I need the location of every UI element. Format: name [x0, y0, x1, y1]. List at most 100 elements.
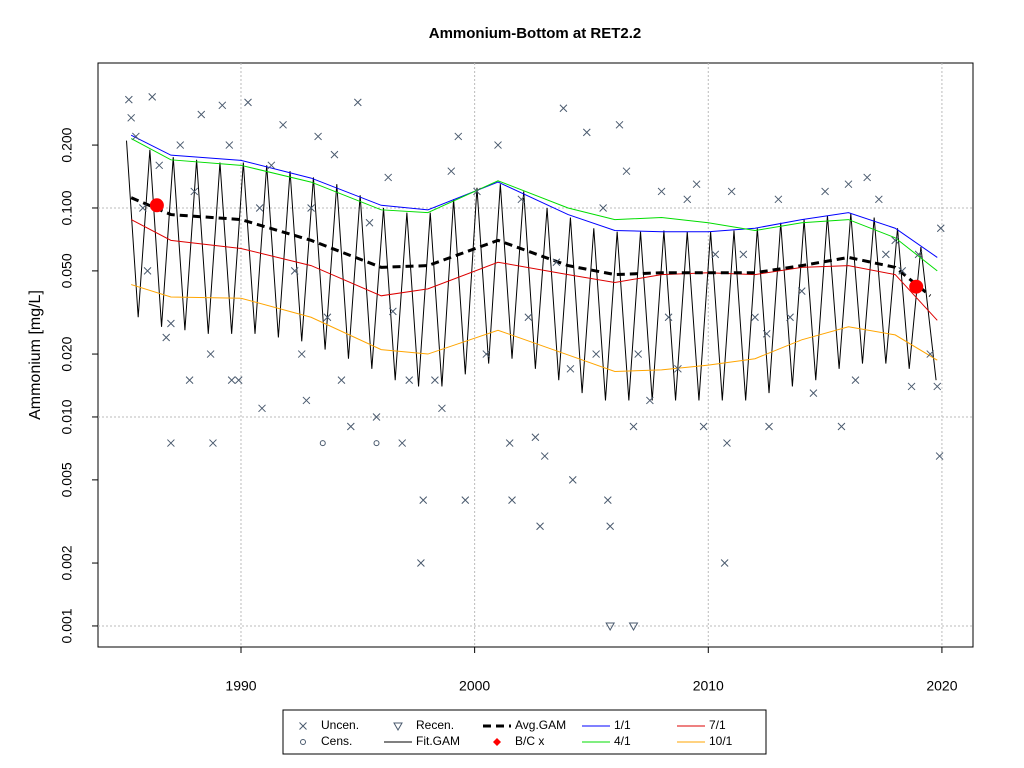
point: [190, 187, 199, 196]
point: [405, 376, 414, 385]
point: [568, 476, 577, 484]
legend: Uncen. Cens. Recen. Fit.GAM Avg.GAM B/C x 1/1 4…: [299, 718, 733, 748]
point: [279, 120, 287, 129]
point: [711, 250, 720, 259]
point: [389, 307, 397, 316]
point: [683, 195, 692, 204]
y-axis-label: Ammonium [mg/L]: [27, 290, 44, 420]
point: [209, 439, 217, 447]
point: [531, 433, 540, 442]
legend-label: Uncen.: [321, 718, 359, 732]
point: [131, 132, 140, 141]
point: [197, 110, 206, 119]
y-tick-label: 0.001: [59, 608, 75, 643]
point: [891, 236, 900, 245]
point: [398, 439, 407, 447]
legend-label: 1/1: [614, 718, 631, 732]
point: [874, 195, 883, 204]
point: [692, 180, 701, 189]
point: [599, 204, 607, 212]
point: [330, 150, 339, 159]
point: [851, 376, 860, 385]
point: [447, 167, 456, 176]
point: [914, 250, 923, 259]
point: [720, 559, 729, 567]
point: [540, 452, 549, 460]
legend-label: 4/1: [614, 734, 631, 748]
point: [821, 187, 829, 196]
point: [615, 120, 624, 129]
point: [225, 141, 234, 149]
point: [723, 439, 731, 447]
point: [797, 287, 806, 295]
y-tick-label: 0.005: [59, 462, 75, 497]
point: [314, 132, 322, 141]
point: [646, 396, 654, 405]
point: [384, 173, 393, 182]
point: [149, 198, 164, 213]
point: [417, 559, 425, 567]
point: [751, 313, 759, 322]
series-line: [130, 219, 938, 321]
point: [482, 350, 491, 358]
point: [353, 98, 362, 107]
point: [255, 204, 264, 212]
point: [898, 267, 907, 275]
point: [267, 161, 276, 170]
point: [337, 376, 346, 385]
legend-swatch: [300, 739, 306, 745]
point: [765, 422, 773, 431]
legend-label: Recen.: [416, 718, 454, 732]
point: [699, 422, 708, 431]
point: [346, 422, 355, 431]
point: [494, 141, 502, 149]
point: [167, 439, 175, 447]
point: [606, 522, 615, 531]
point: [605, 622, 616, 631]
point: [622, 167, 631, 176]
point: [552, 258, 561, 267]
point: [323, 313, 332, 322]
point: [206, 350, 215, 358]
point: [143, 267, 152, 275]
point: [517, 195, 526, 204]
legend-swatch: [393, 722, 403, 732]
point: [297, 350, 306, 358]
point: [909, 279, 924, 294]
point: [634, 350, 643, 358]
point: [473, 187, 481, 196]
point: [431, 376, 439, 385]
point: [162, 333, 171, 342]
point: [907, 382, 916, 391]
y-tick-label: 0.010: [59, 399, 75, 434]
point: [127, 113, 136, 122]
point: [774, 195, 783, 204]
point: [185, 376, 194, 385]
point: [727, 187, 736, 196]
y-tick-label: 0.100: [59, 190, 75, 225]
legend-box: [282, 709, 767, 755]
x-tick-label: 2010: [693, 678, 724, 694]
point: [244, 98, 252, 107]
point: [373, 440, 380, 447]
y-tick-label: 0.200: [59, 127, 75, 162]
point: [176, 141, 185, 149]
legend-label: B/C x: [515, 734, 544, 748]
point: [739, 250, 748, 259]
x-tick-label: 1990: [225, 678, 256, 694]
y-tick-label: 0.050: [59, 253, 75, 288]
point: [628, 622, 639, 631]
point: [536, 522, 544, 531]
point: [139, 204, 147, 212]
point: [508, 496, 516, 504]
point: [674, 364, 682, 373]
point: [881, 250, 890, 259]
y-tick-label: 0.020: [59, 336, 75, 371]
series-line: [130, 138, 938, 272]
point: [290, 267, 299, 275]
point: [844, 180, 853, 189]
point: [935, 452, 944, 460]
point: [566, 364, 575, 373]
point: [629, 422, 638, 431]
series-line: [130, 134, 938, 258]
